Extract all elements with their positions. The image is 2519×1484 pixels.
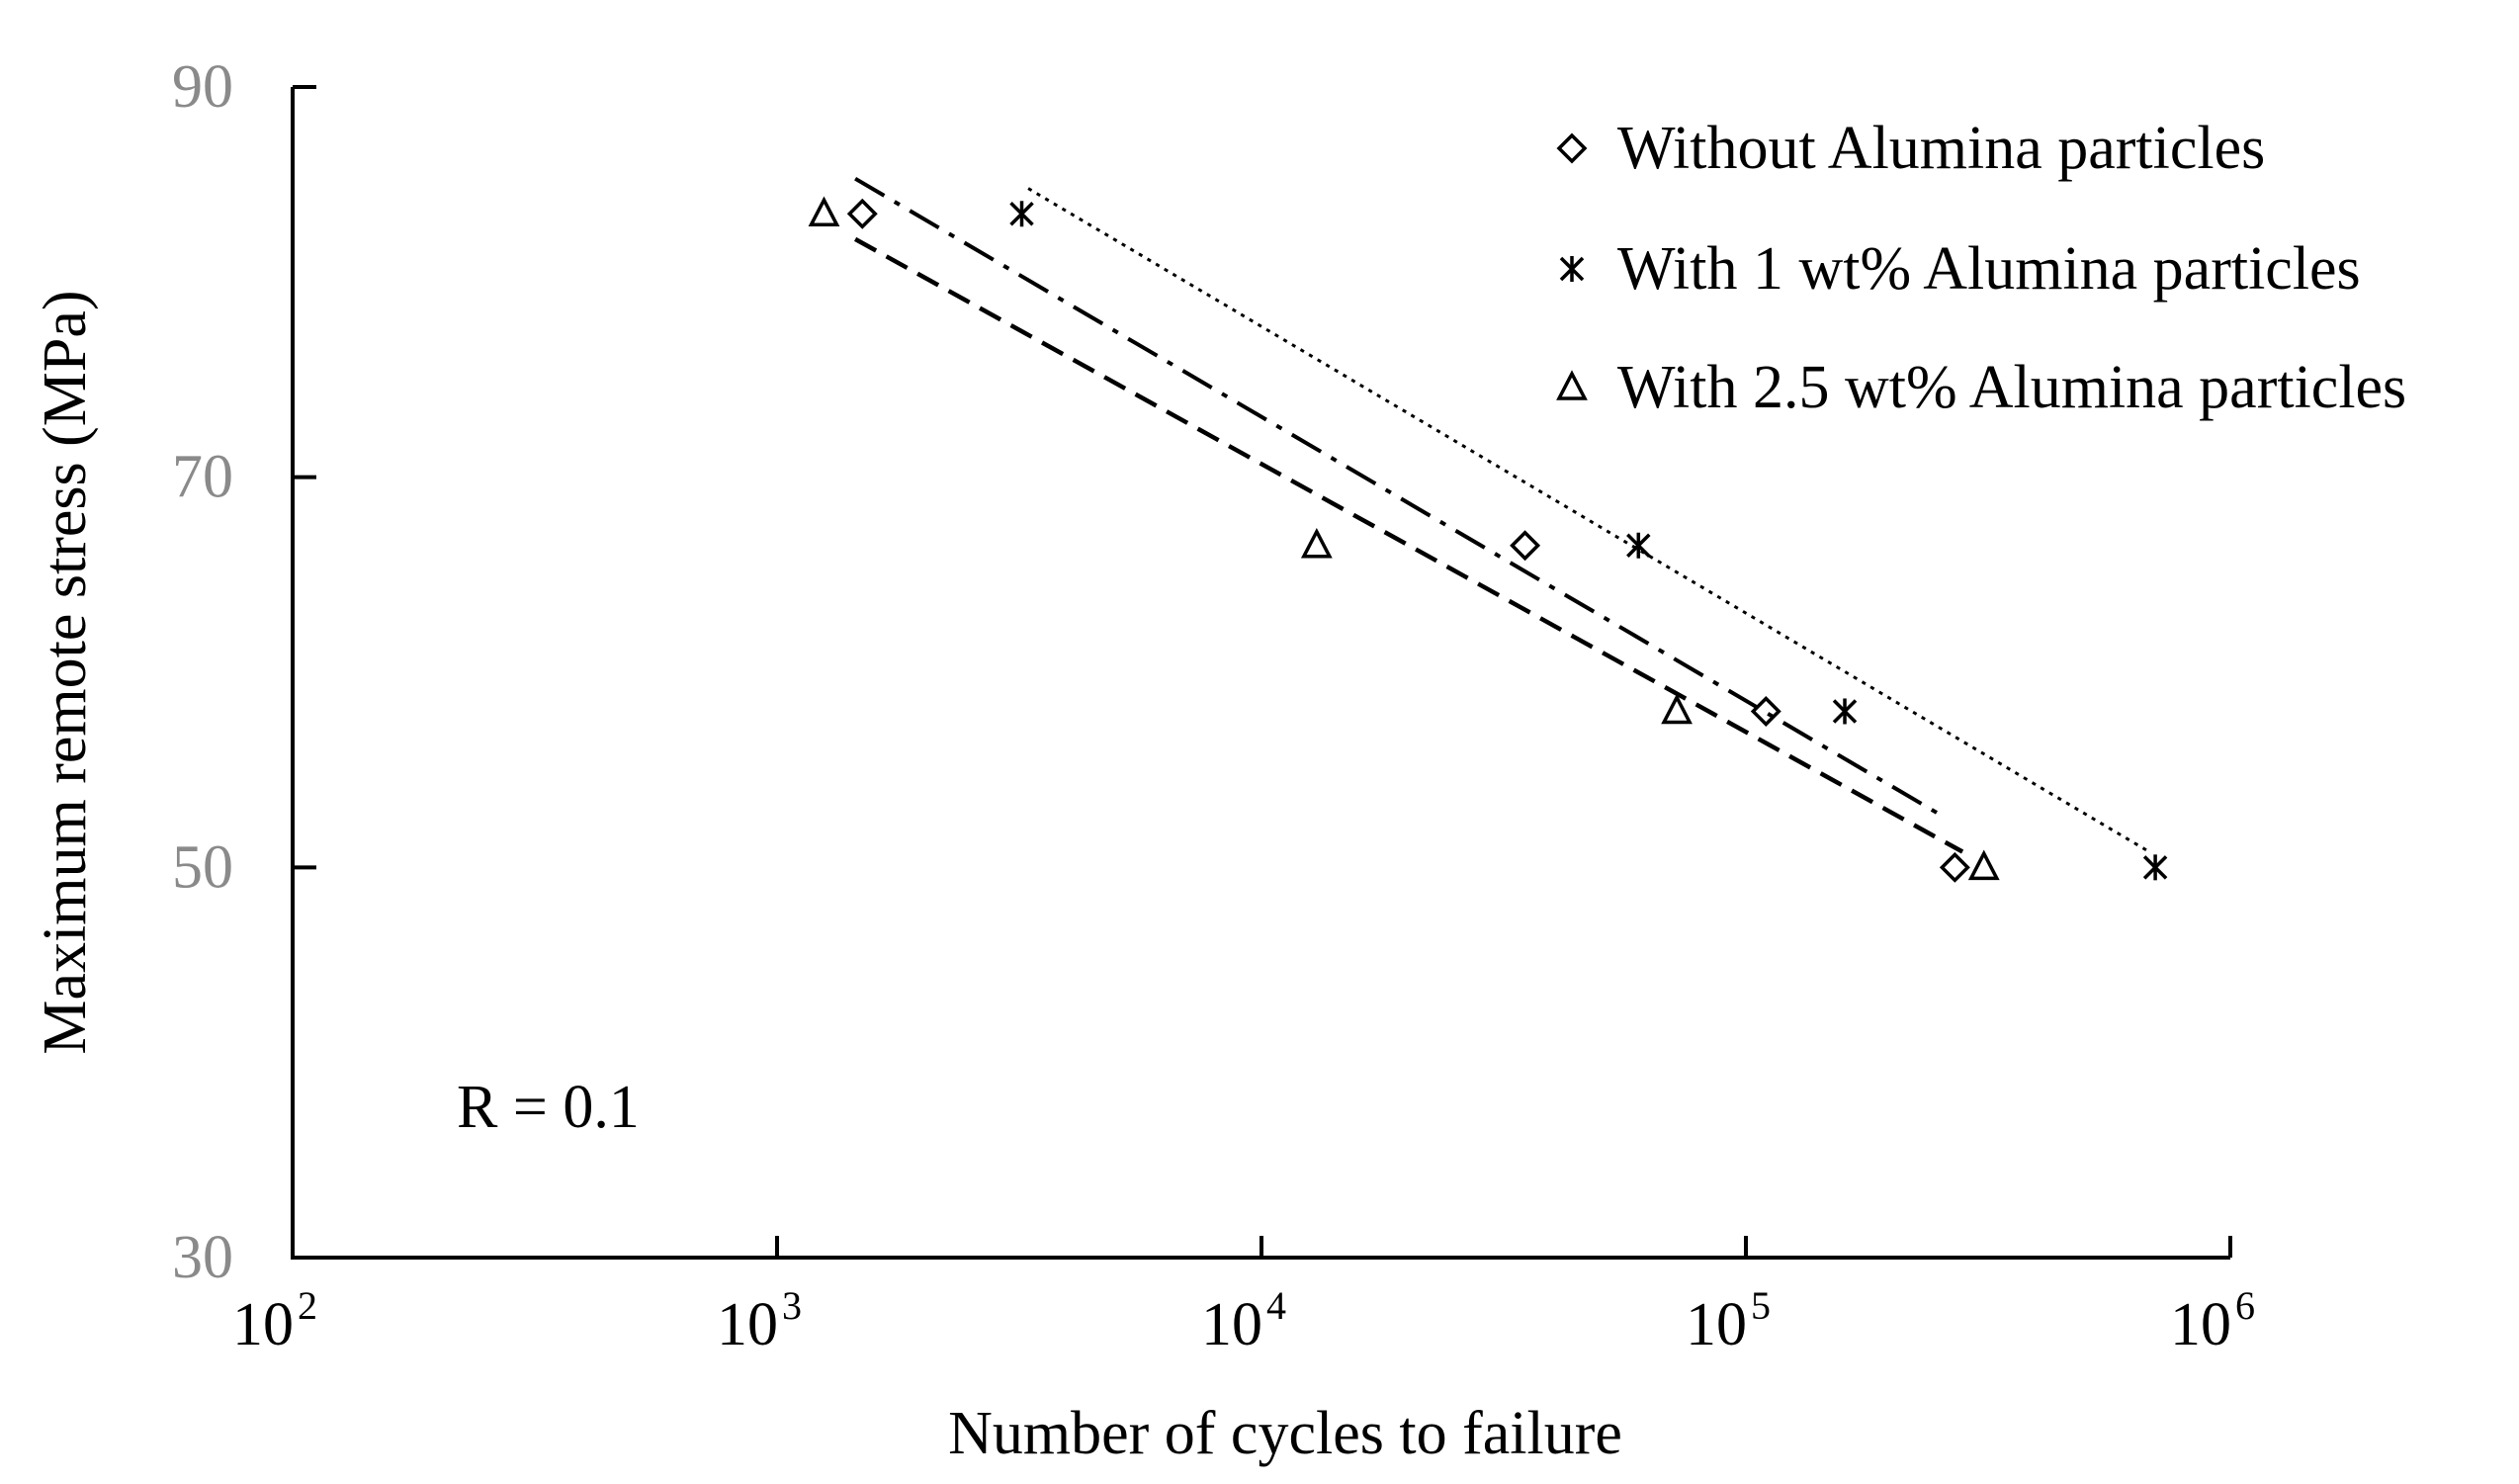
x-tick-label-1e2: 10 2: [232, 1283, 317, 1358]
y-tick-label-70: 70: [172, 444, 233, 511]
legend-marker-shape-0: [1556, 132, 1588, 164]
legend-label-without-alumina: Without Alumina particles: [1617, 115, 2265, 182]
legend-entry-1wt-alumina: With 1 wt% Alumina particles: [1559, 235, 2361, 303]
legend-entry-without-alumina: Without Alumina particles: [1556, 115, 2265, 182]
data-point-series-1-2: [1832, 698, 1858, 725]
data-point-series-1-0: [1009, 201, 1034, 227]
data-point-series-2-3: [1967, 849, 2000, 881]
y-tick-label-50: 50: [172, 833, 233, 901]
legend-marker-shape-2: [1556, 370, 1588, 400]
legend-entry-2-5wt-alumina: With 2.5 wt% Alumina particles: [1556, 354, 2406, 421]
legend-asterisk-marker: [1559, 256, 1585, 282]
y-tick-label-90: 90: [172, 53, 233, 121]
data-point-series-0-0: [846, 198, 878, 229]
r-ratio-annotation: R = 0.1: [457, 1074, 640, 1141]
legend: Without Alumina particles With 1 wt% Alu…: [1556, 115, 2406, 421]
trendlines: [854, 176, 2150, 854]
y-tick-label-30: 30: [172, 1224, 233, 1291]
data-point-series-2-0: [808, 196, 840, 227]
data-point-series-1-3: [2142, 854, 2168, 881]
y-axis-title: Maximum remote stress (MPa): [32, 290, 99, 1054]
x-tick-label-1e3: 10 3: [717, 1283, 802, 1358]
x-tick-label-1e6: 10 6: [2170, 1283, 2255, 1358]
x-axis-title: Number of cycles to failure: [948, 1400, 1622, 1467]
data-point-series-0-1: [1510, 530, 1541, 562]
data-point-series-0-3: [1939, 851, 1970, 883]
y-ticks: 30 50 70 90: [172, 53, 316, 1291]
data-point-series-2-1: [1300, 527, 1333, 559]
legend-diamond-marker: [1556, 132, 1588, 164]
data-point-series-0-2: [1750, 695, 1781, 727]
x-ticks: 10 2 10 3 10 4 10 5 10 6: [232, 1236, 2255, 1358]
legend-marker-shape-1: [1559, 256, 1585, 282]
data-markers: [808, 196, 2168, 883]
legend-label-1wt-alumina: With 1 wt% Alumina particles: [1617, 235, 2361, 303]
trendline-series-2: [854, 236, 1964, 854]
x-tick-label-1e4: 10 4: [1201, 1283, 1286, 1358]
x-tick-label-1e5: 10 5: [1686, 1283, 1771, 1358]
data-point-series-2-2: [1661, 693, 1693, 725]
legend-label-2-5wt-alumina: With 2.5 wt% Alumina particles: [1617, 354, 2406, 421]
plot-area: 30 50 70 90 10 2 10 3 10 4 10 5 10 6: [172, 53, 2255, 1358]
trendline-series-0: [854, 176, 1949, 821]
legend-triangle-marker: [1556, 370, 1588, 400]
data-point-series-1-1: [1626, 532, 1651, 559]
